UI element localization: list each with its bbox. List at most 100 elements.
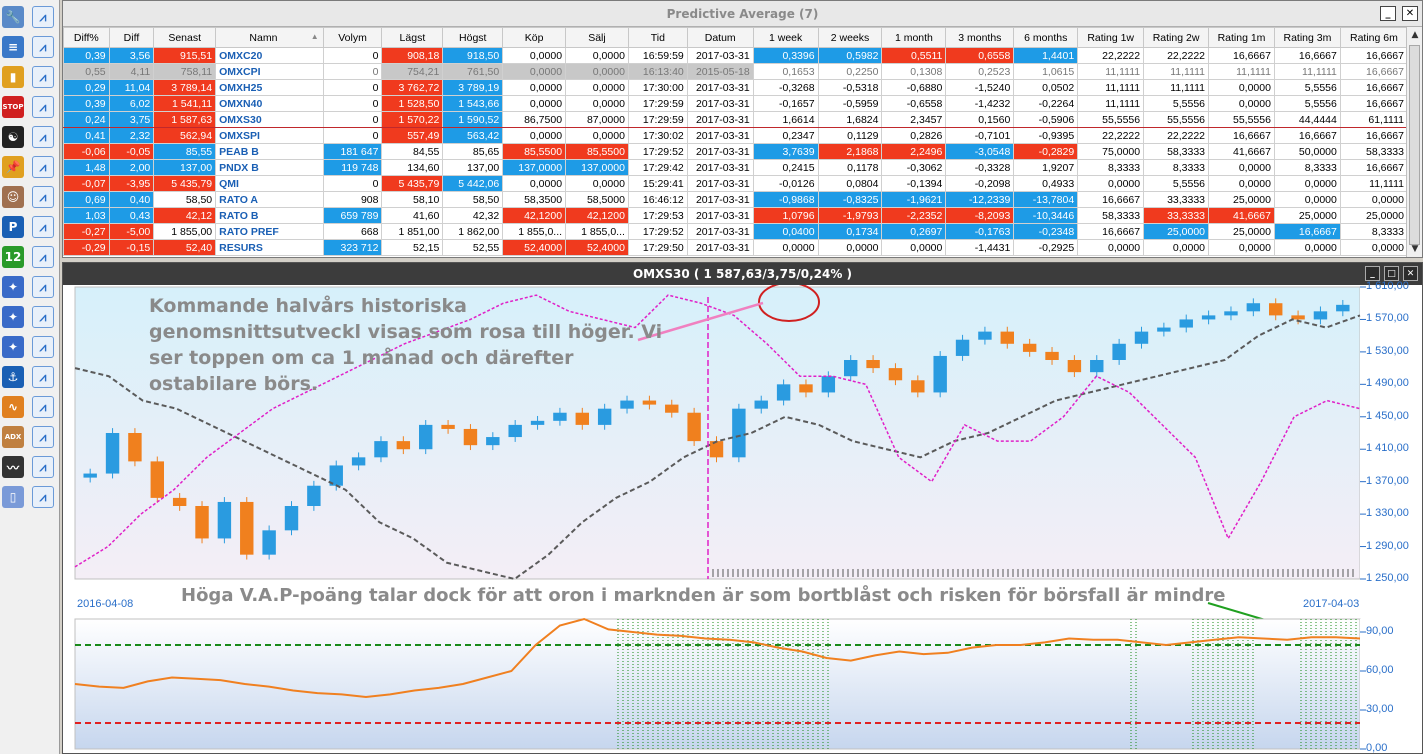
- toolbar-button[interactable]: 📌: [0, 154, 26, 180]
- minimize-icon[interactable]: _: [1365, 266, 1380, 281]
- instrument-name[interactable]: OMXC20: [215, 47, 324, 64]
- instrument-name[interactable]: OMXS30: [215, 111, 324, 128]
- toolbar-button[interactable]: ✦: [0, 304, 26, 330]
- chart-shortcut-button[interactable]: ⩘: [30, 274, 56, 300]
- column-header[interactable]: Rating 2w: [1143, 27, 1210, 48]
- candle-body: [620, 400, 634, 409]
- toolbar-button[interactable]: ✦: [0, 274, 26, 300]
- price-chart[interactable]: [63, 285, 1422, 753]
- instrument-name[interactable]: RESURS: [215, 239, 324, 256]
- column-header[interactable]: 3 months: [945, 27, 1015, 48]
- column-header[interactable]: Sälj: [565, 27, 629, 48]
- table-cell: 55,5556: [1143, 111, 1210, 128]
- instrument-name[interactable]: PEAB B: [215, 143, 324, 160]
- toolbar-button[interactable]: 🔧: [0, 4, 26, 30]
- chart-shortcut-button[interactable]: ⩘: [30, 124, 56, 150]
- table-row[interactable]: -0,07 -3,95 5 435,79 QMI 0 5 435,79 5 442,06 0,…: [63, 175, 1409, 192]
- toolbar-button[interactable]: ▮: [0, 64, 26, 90]
- column-header[interactable]: Diff: [108, 27, 155, 48]
- scroll-down-icon[interactable]: ▼: [1411, 244, 1419, 254]
- chart-shortcut-button[interactable]: ⩘: [30, 484, 56, 510]
- chart-shortcut-button[interactable]: ⩘: [30, 334, 56, 360]
- scroll-up-icon[interactable]: ▲: [1411, 30, 1419, 40]
- chart-shortcut-button[interactable]: ⩘: [30, 94, 56, 120]
- instrument-name[interactable]: OMXSPI: [215, 127, 324, 144]
- table-cell: 16,6667: [1208, 47, 1275, 64]
- column-header[interactable]: Datum: [686, 27, 754, 48]
- column-header[interactable]: Lägst: [381, 27, 444, 48]
- chart-shortcut-button[interactable]: ⩘: [30, 454, 56, 480]
- table-row[interactable]: 0,39 6,02 1 541,11 OMXN40 0 1 528,50 1 543,66 0…: [63, 95, 1409, 112]
- instrument-name[interactable]: QMI: [215, 175, 324, 192]
- toolbar-button[interactable]: ☺: [0, 184, 26, 210]
- column-header[interactable]: Senast: [153, 27, 217, 48]
- chart-shortcut-button[interactable]: ⩘: [30, 214, 56, 240]
- chart-shortcut-button[interactable]: ⩘: [30, 244, 56, 270]
- column-header[interactable]: Volym: [322, 27, 383, 48]
- toolbar-button[interactable]: STOP: [0, 94, 26, 120]
- close-icon[interactable]: ✕: [1403, 266, 1418, 281]
- minimize-icon[interactable]: _: [1380, 6, 1396, 21]
- toolbar-button[interactable]: ADX: [0, 424, 26, 450]
- column-header[interactable]: Rating 1w: [1077, 27, 1145, 48]
- table-row[interactable]: -0,27 -5,00 1 855,00 RATO PREF 668 1 851,00 1 …: [63, 223, 1409, 240]
- column-header[interactable]: 1 month: [881, 27, 947, 48]
- table-row[interactable]: 0,24 3,75 1 587,63 OMXS30 0 1 570,22 1 590,52 8…: [63, 111, 1409, 128]
- table-row[interactable]: 0,39 3,56 915,51 OMXC20 0 908,18 918,50 0,0000 0…: [63, 47, 1409, 64]
- toolbar-button[interactable]: P: [0, 214, 26, 240]
- table-row[interactable]: 1,48 2,00 137,00 PNDX B 119 748 134,60 137,00 1…: [63, 159, 1409, 176]
- table-row[interactable]: -0,29 -0,15 52,40 RESURS 323 712 52,15 52,55 52…: [63, 239, 1409, 256]
- table-cell: 0,0000: [881, 239, 947, 256]
- column-header[interactable]: Namn ▲: [215, 27, 324, 48]
- chart-shortcut-button[interactable]: ⩘: [30, 34, 56, 60]
- column-header[interactable]: Rating 1m: [1208, 27, 1275, 48]
- toolbar-button[interactable]: ✦: [0, 334, 26, 360]
- window-title-bar: Predictive Average (7) _ ✕: [63, 1, 1422, 27]
- table-row[interactable]: 0,29 11,04 3 789,14 OMXH25 0 3 762,72 3 789,19…: [63, 79, 1409, 96]
- chart-shortcut-button[interactable]: ⩘: [30, 364, 56, 390]
- chart-shortcut-button[interactable]: ⩘: [30, 424, 56, 450]
- instrument-name[interactable]: OMXH25: [215, 79, 324, 96]
- column-header[interactable]: 1 week: [752, 27, 819, 48]
- toolbar-button[interactable]: ≡: [0, 34, 26, 60]
- price-tick-label: 1 530,00: [1366, 344, 1409, 357]
- column-header[interactable]: 6 months: [1013, 27, 1079, 48]
- chart-shortcut-button[interactable]: ⩘: [30, 184, 56, 210]
- column-header[interactable]: Rating 3m: [1273, 27, 1341, 48]
- column-header[interactable]: Köp: [502, 27, 567, 48]
- chart-shortcut-button[interactable]: ⩘: [30, 154, 56, 180]
- toolbar-button[interactable]: ☯: [0, 124, 26, 150]
- instrument-name[interactable]: OMXCPI: [215, 63, 324, 80]
- column-header[interactable]: Diff%: [63, 27, 110, 48]
- toolbar-button[interactable]: 〰: [0, 454, 26, 480]
- column-header[interactable]: Tid: [627, 27, 688, 48]
- instrument-name[interactable]: RATO B: [215, 207, 324, 224]
- toolbar-button[interactable]: ▯: [0, 484, 26, 510]
- chart-shortcut-button[interactable]: ⩘: [30, 304, 56, 330]
- table-row[interactable]: 0,69 0,40 58,50 RATO A 908 58,10 58,50 58,3500 5…: [63, 191, 1409, 208]
- candle-body: [1000, 331, 1014, 344]
- column-header[interactable]: 2 weeks: [817, 27, 883, 48]
- column-header[interactable]: Rating 6m: [1339, 27, 1409, 48]
- table-row[interactable]: 0,41 2,32 562,94 OMXSPI 0 557,49 563,42 0,0000 0…: [63, 127, 1409, 144]
- table-cell: 2,1868: [817, 143, 883, 160]
- scrollbar-thumb[interactable]: [1409, 45, 1420, 245]
- instrument-name[interactable]: RATO A: [215, 191, 324, 208]
- chart-shortcut-button[interactable]: ⩘: [30, 4, 56, 30]
- column-header[interactable]: Högst: [442, 27, 504, 48]
- toolbar-button[interactable]: ⚓: [0, 364, 26, 390]
- instrument-name[interactable]: OMXN40: [215, 95, 324, 112]
- table-row[interactable]: 0,55 4,11 758,11 OMXCPI 0 754,21 761,50 0,0000 0…: [63, 63, 1409, 80]
- chart-shortcut-button[interactable]: ⩘: [30, 64, 56, 90]
- instrument-name[interactable]: RATO PREF: [215, 223, 324, 240]
- table-row[interactable]: -0,06 -0,05 85,55 PEAB B 181 647 84,55 85,65 85…: [63, 143, 1409, 160]
- toolbar-button[interactable]: 12: [0, 244, 26, 270]
- toolbar-button[interactable]: ∿: [0, 394, 26, 420]
- candle-body: [709, 441, 724, 458]
- instrument-name[interactable]: PNDX B: [215, 159, 324, 176]
- close-icon[interactable]: ✕: [1402, 6, 1418, 21]
- table-row[interactable]: 1,03 0,43 42,12 RATO B 659 789 41,60 42,32 42,1…: [63, 207, 1409, 224]
- chart-shortcut-button[interactable]: ⩘: [30, 394, 56, 420]
- maximize-icon[interactable]: □: [1384, 266, 1399, 281]
- vertical-scrollbar[interactable]: ▲ ▼: [1406, 27, 1422, 257]
